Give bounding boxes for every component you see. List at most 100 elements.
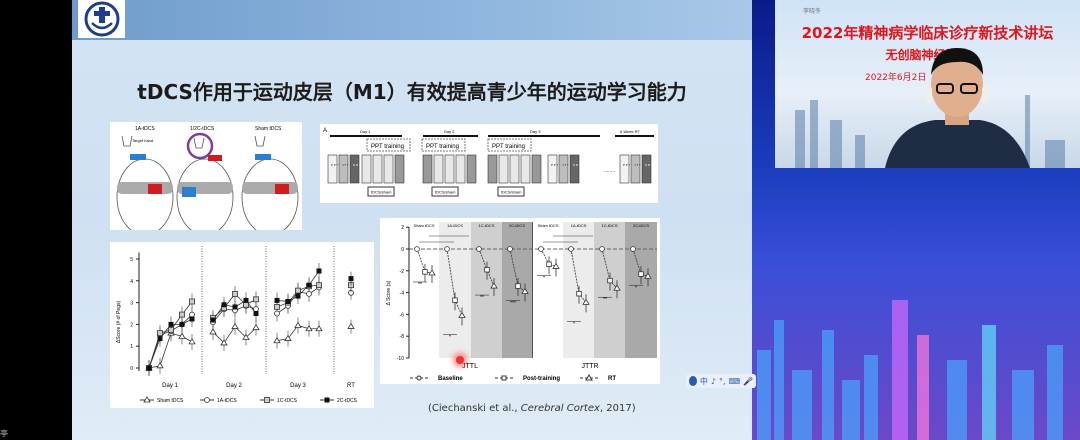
participant-name-tag: 李晓冬	[803, 8, 822, 15]
hand-icon	[193, 137, 205, 149]
significance-label: *	[573, 321, 575, 327]
group-label: Sham tDCS	[413, 223, 434, 228]
significance-label: *	[449, 334, 451, 340]
test-label: J T T	[634, 163, 641, 167]
data-point	[295, 293, 301, 299]
hand-icon	[254, 135, 266, 147]
data-point	[274, 304, 280, 310]
group-band	[533, 222, 563, 358]
test-label: P P T	[331, 163, 339, 167]
target-hand-circle	[186, 132, 214, 160]
y-tick-label: -6	[400, 312, 405, 318]
rt-point	[428, 269, 436, 276]
training-block	[531, 154, 542, 184]
anode-electrode	[275, 184, 289, 194]
post-training-point	[638, 271, 644, 277]
data-point	[178, 332, 186, 339]
legend-marker	[585, 374, 593, 381]
speaker-figure	[795, 48, 1065, 168]
data-point	[316, 282, 322, 289]
y-tick-label: 5	[130, 257, 133, 263]
significance-label: **	[418, 282, 422, 288]
day-label: Day 1	[360, 129, 371, 134]
ime-mic-icon[interactable]: 🎤	[743, 376, 753, 386]
data-point	[242, 333, 250, 340]
video-sidebar: 李晓冬 2022年精神病学临床诊疗新技术讲坛 无创脑神经调控 2022年6月2日	[752, 0, 1080, 440]
post-training-point	[484, 267, 490, 273]
group-label: Sham tDCS	[537, 223, 558, 228]
post-training-point	[452, 297, 458, 303]
data-point	[253, 296, 259, 303]
group-label: 1A-tDCS	[571, 223, 587, 228]
section-label: Day 2	[226, 383, 242, 389]
group-label: 1C-tDCS	[478, 223, 494, 228]
ime-chinese-toggle[interactable]: 中	[699, 376, 708, 386]
test-box	[630, 154, 641, 184]
data-point	[188, 338, 196, 345]
training-label: PPT training	[426, 144, 459, 150]
y-tick-label: 0	[401, 247, 404, 253]
ime-moon-icon[interactable]: ♪	[710, 376, 716, 386]
group-band	[439, 222, 471, 358]
speaker-video[interactable]: 李晓冬 2022年精神病学临床诊疗新技术讲坛 无创脑神经调控 2022年6月2日	[775, 0, 1080, 168]
legend-marker	[204, 397, 210, 403]
jebsen-taylor-chart: 2 0 -2 -4 -6 -8 -10 Δ Score (s) JTTL Sham tDCS ** 1…	[380, 218, 660, 384]
y-tick-label: 2	[401, 225, 404, 231]
study-timeline-figure: A Day 1 Day 2 Day 3 6 Week RT PPT traini…	[320, 124, 658, 203]
data-point	[168, 326, 174, 333]
training-block	[509, 154, 520, 184]
data-point	[306, 290, 312, 297]
presentation-slide: tDCS作用于运动皮层（M1）有效提高青少年的运动学习能力 1A-tDCS 1/…	[72, 0, 752, 440]
test-label: P P T	[551, 163, 559, 167]
legend-marker	[143, 396, 151, 403]
group-band	[471, 222, 502, 358]
ime-logo-icon[interactable]	[689, 376, 697, 386]
data-point	[253, 306, 259, 313]
baseline-point	[599, 246, 605, 252]
panel-label: JTTR	[581, 363, 598, 370]
group-band	[502, 222, 532, 358]
ime-keyboard-icon[interactable]: ⌨	[728, 376, 741, 386]
baseline-point	[630, 246, 636, 252]
training-block	[520, 154, 531, 184]
rt-point	[644, 272, 652, 279]
rt-point	[613, 284, 621, 291]
data-point	[315, 324, 323, 332]
banner-date: 2022年6月2日	[865, 73, 927, 83]
rt-data-point	[347, 322, 355, 329]
data-point	[295, 287, 301, 294]
pointer-cursor-highlight	[456, 356, 464, 364]
test-label: P P T	[623, 163, 631, 167]
data-point	[189, 298, 195, 305]
test-box	[641, 154, 652, 184]
section-label: Day 1	[162, 383, 178, 389]
ime-punctuation-icon[interactable]: °,	[718, 376, 726, 386]
y-tick-label: 0	[130, 366, 133, 372]
legend-label: 2C-tDCS	[337, 398, 358, 404]
data-point	[243, 301, 249, 308]
y-tick-label: -2	[400, 269, 405, 275]
test-box	[619, 154, 630, 184]
brain-montage-figure: 1A-tDCS 1/2C-tDCS Sham tDCS Target hand	[110, 122, 302, 236]
pegboard-score-chart: 0 1 2 3 4 5 ΔScore (# of Pegs) Day 1 Day 2 Day 3 R…	[110, 242, 374, 408]
training-block	[498, 154, 509, 184]
group-label: 2C-tDCS	[509, 223, 525, 228]
legend-label: RT	[608, 376, 616, 382]
panel-label: A	[323, 128, 327, 134]
section-label: Day 3	[290, 383, 306, 389]
ime-toolbar[interactable]: 中 ♪ °, ⌨ 🎤	[686, 374, 756, 388]
section-label: RT	[347, 383, 355, 389]
legend-marker	[501, 375, 507, 381]
citation: (Ciechanski et al., Cerebral Cortex, 201…	[428, 403, 636, 414]
data-point	[209, 328, 217, 335]
data-point	[189, 311, 195, 318]
group-band	[563, 222, 594, 358]
slide-title: tDCS作用于运动皮层（M1）有效提高青少年的运动学习能力	[137, 80, 687, 104]
training-block	[487, 154, 498, 184]
brain-label: 1/2C-tDCS	[190, 126, 215, 132]
post-training-point	[576, 290, 582, 297]
data-point	[210, 317, 216, 323]
slide-header-band	[72, 0, 752, 40]
y-tick-label: -10	[397, 356, 404, 362]
brain-label: 1A-tDCS	[135, 126, 155, 132]
